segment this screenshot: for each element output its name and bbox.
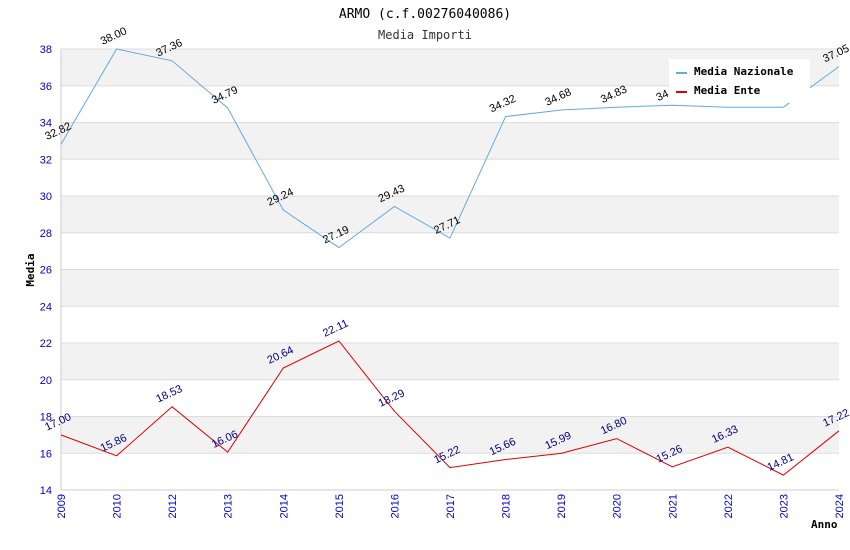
grid-bands (61, 48, 839, 491)
y-tick-label: 24 (40, 301, 52, 313)
x-tick-label: 2023 (778, 494, 790, 518)
grid-band (61, 343, 839, 380)
x-tick-label: 2021 (667, 494, 679, 518)
y-tick-label: 38 (40, 44, 52, 56)
y-tick-label: 36 (40, 81, 52, 93)
x-axis-label: Anno (811, 518, 838, 531)
data-label: 34. (654, 87, 673, 104)
x-tick-label: 2018 (501, 494, 513, 518)
x-tick-label: 2013 (223, 494, 235, 518)
legend-label-nazionale: Media Nazionale (694, 65, 794, 78)
y-tick-label: 22 (40, 338, 52, 350)
series-lines (60, 48, 840, 476)
legend-box (669, 59, 810, 103)
chart-subtitle: Media Importi (378, 28, 472, 42)
y-tick-label: 28 (40, 228, 52, 240)
x-tick-label: 2020 (612, 494, 624, 518)
axes (60, 49, 839, 491)
x-tick-label: 2014 (278, 494, 290, 518)
y-tick-label: 34 (40, 118, 52, 130)
x-tick-label: 2016 (389, 494, 401, 518)
y-tick-label: 26 (40, 265, 52, 277)
legend-label-ente: Media Ente (694, 84, 761, 97)
y-tick-label: 30 (40, 191, 52, 203)
x-tick-label: 2009 (56, 494, 68, 518)
series-line-nazionale (60, 48, 840, 249)
y-tick-label: 16 (40, 448, 52, 460)
grid-band (61, 232, 839, 270)
grid-band (61, 379, 839, 417)
legend: Media Nazionale Media Ente (669, 59, 810, 103)
grid-band (61, 269, 839, 307)
grid-band (61, 122, 839, 160)
series-line-ente (60, 340, 840, 476)
chart-title: ARMO (c.f.00276040086) (339, 7, 511, 22)
grid-band (61, 159, 839, 196)
data-label: 38.00 (99, 25, 129, 48)
x-tick-label: 2017 (445, 494, 457, 518)
x-tick-label: 2019 (556, 494, 568, 518)
grid-band (61, 453, 839, 490)
x-tick-label: 2024 (834, 494, 846, 518)
y-tick-label: 32 (40, 154, 52, 166)
y-tick-label: 18 (40, 412, 52, 424)
grid-band (61, 416, 839, 454)
x-tick-label: 2012 (167, 494, 179, 518)
y-axis-label: Media (24, 253, 37, 286)
grid-band (61, 306, 839, 343)
y-tick-label: 14 (40, 485, 52, 497)
y-tick-label: 20 (40, 375, 52, 387)
x-tick-label: 2010 (112, 494, 124, 518)
x-tick-label: 2022 (723, 494, 735, 518)
grid-band (61, 196, 839, 233)
x-tick-label: 2015 (334, 494, 346, 518)
